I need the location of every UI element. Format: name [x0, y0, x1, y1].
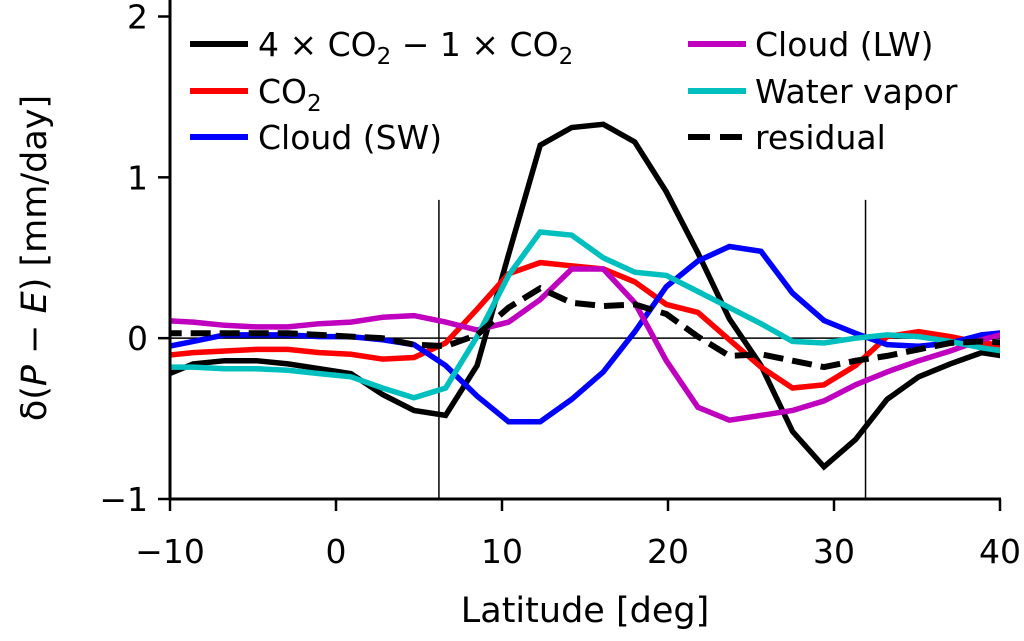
series-line-water-vapor	[170, 229, 1000, 401]
series-line-4-co2-1-co2	[170, 121, 1000, 471]
y-axis-label: δ(P − E) [mm/day]	[15, 95, 55, 421]
x-tick-label: −10	[135, 532, 205, 571]
y-label-prefix: δ(	[15, 386, 55, 421]
y-ticks: −1 0 1 2	[99, 0, 170, 519]
x-tick-label: 30	[813, 532, 855, 571]
legend-label: CO2	[258, 72, 322, 117]
x-tick-label: 0	[326, 532, 347, 571]
legend-item: Cloud (SW)	[190, 118, 442, 157]
legend-label: Cloud (LW)	[755, 25, 934, 64]
series-group	[170, 121, 1000, 471]
x-axis-label: Latitude [deg]	[461, 591, 709, 631]
series-line-residual	[170, 284, 1000, 371]
series-line-cloud-lw-	[170, 266, 1000, 424]
x-tick-label: 10	[481, 532, 523, 571]
legend-item: 4 × CO2 − 1 × CO2	[190, 25, 573, 70]
x-ticks: −10 0 10 20 30 40	[135, 499, 1021, 571]
y-tick-label: 0	[127, 319, 148, 358]
y-tick-label: −1	[99, 480, 148, 519]
legend-item: Cloud (LW)	[688, 25, 934, 64]
legend-item: CO2	[190, 72, 322, 117]
y-label-minus: −	[15, 313, 55, 365]
y-label-suffix: ) [mm/day]	[15, 95, 55, 291]
x-tick-label: 40	[979, 532, 1021, 571]
legend-label: Cloud (SW)	[258, 118, 442, 157]
y-label-p: P	[15, 364, 55, 386]
legend-item: Water vapor	[688, 72, 958, 111]
legend-item: residual	[688, 118, 886, 157]
legend-label: residual	[755, 118, 886, 157]
legend-label: 4 × CO2 − 1 × CO2	[258, 25, 573, 70]
y-tick-label: 2	[127, 0, 148, 37]
legend-label: Water vapor	[755, 72, 958, 111]
y-label-e: E	[15, 290, 55, 313]
x-tick-label: 20	[647, 532, 689, 571]
y-tick-label: 1	[127, 158, 148, 197]
